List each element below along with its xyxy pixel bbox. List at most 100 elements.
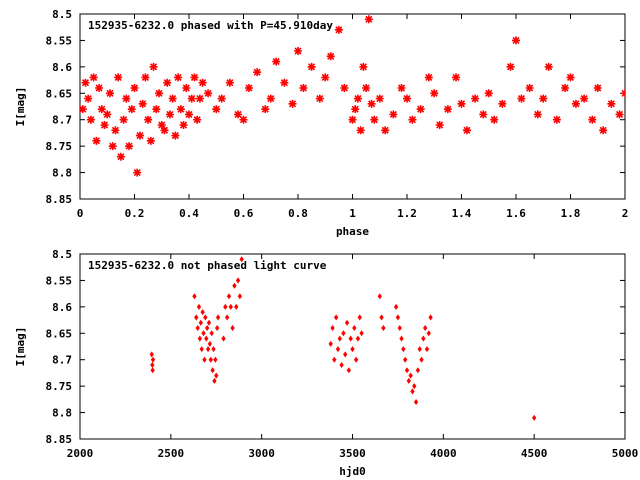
phased-data-point [212,105,221,114]
phased-data-point [364,15,373,24]
phased-y-tick-label: 8.85 [46,193,73,206]
phased-data-point [506,62,515,71]
phased-data-point [321,73,330,82]
unphased-data-point [205,346,211,353]
phased-x-tick-label: 1 [349,207,356,220]
phased-data-point [462,126,471,135]
phased-x-axis-label: phase [336,225,369,238]
phased-data-point [152,105,161,114]
phased-data-point [307,62,316,71]
unphased-chart-title: 152935-6232.0 not phased light curve [88,259,327,272]
phased-data-point [133,168,142,177]
unphased-data-point [424,346,430,353]
phased-points [80,15,625,177]
phased-data-point [443,105,452,114]
unphased-data-point [422,324,428,332]
unphased-data-point [410,388,415,395]
unphased-data-point [196,303,202,310]
phased-data-point [389,110,398,119]
unphased-chart: 2000 2500 3000 3500 4000 4500 5000 8.5 8.55 8.6 8.… [14,248,638,478]
unphased-y-tick-label: 8.7 [52,354,72,367]
unphased-data-point [403,356,408,363]
unphased-data-point [207,340,213,347]
unphased-data-point [344,319,350,326]
unphased-data-point [337,335,342,342]
phased-y-tick-label: 8.8 [52,167,72,180]
unphased-data-point [230,324,235,332]
unphased-x-tick-label: 2500 [158,447,185,460]
phased-data-point [479,110,488,119]
unphased-data-point [359,330,364,337]
phased-data-point [168,94,177,103]
phased-data-point [253,68,262,77]
phased-data-point [138,99,147,108]
phased-data-point [533,110,542,119]
phased-x-tick-label: 0.2 [125,207,145,220]
phased-data-point [217,94,226,103]
phased-y-tick-label: 8.7 [52,114,72,127]
phased-data-point [566,73,575,82]
unphased-data-point [199,346,204,353]
unphased-data-point [417,346,422,353]
phased-data-point [204,89,213,98]
phased-data-point [498,99,507,108]
unphased-data-point [350,346,355,353]
unphased-data-point [408,372,413,379]
unphased-data-point [355,335,361,342]
unphased-data-point [421,335,426,342]
unphased-data-point [209,330,214,337]
unphased-data-point [235,277,241,284]
phased-data-point [471,94,480,103]
phased-x-tick-label: 0.4 [179,207,199,220]
unphased-data-point [221,335,226,342]
phased-data-point [381,126,390,135]
phased-data-point [157,121,166,129]
phased-data-point [348,115,357,124]
unphased-data-point [202,356,207,363]
unphased-y-tick-label: 8.55 [46,274,73,287]
phased-data-point [182,84,191,92]
phased-data-point [89,73,98,82]
unphased-data-point [406,377,411,384]
unphased-data-point [531,414,537,421]
phased-data-point [239,115,248,124]
unphased-x-tick-label: 5000 [612,447,639,460]
phased-data-point [80,105,87,114]
phased-x-tick-label: 0.8 [288,207,308,220]
phased-data-point [593,84,602,92]
phased-x-tick-label: 0.6 [234,207,254,220]
phased-data-point [370,115,379,124]
phased-data-point [403,94,411,103]
phased-data-point [359,62,368,71]
phased-data-point [146,136,155,145]
phased-y-tick-label: 8.6 [52,61,72,74]
unphased-data-point [192,293,197,300]
phased-data-point [367,99,376,108]
unphased-data-point [377,293,382,300]
phased-x-tick-label: 0 [77,207,84,220]
phased-x-tick-label: 1.6 [506,207,526,220]
unphased-data-point [195,324,200,332]
phased-data-point [512,36,520,45]
phased-data-point [334,25,343,34]
unphased-data-point [413,398,419,406]
phased-data-point [144,115,153,124]
phased-data-point [86,115,95,124]
phased-data-point [174,73,183,82]
unphased-data-point [393,303,399,310]
phased-data-point [416,105,425,114]
phased-data-point [356,126,365,135]
phased-data-point [544,62,553,71]
phased-data-point [362,84,371,92]
phased-data-point [375,94,384,103]
unphased-data-point [395,314,401,321]
unphased-data-point [339,361,344,369]
phased-data-point [621,89,625,98]
phased-data-point [351,105,360,114]
phased-data-point [588,115,597,124]
phased-data-point [299,84,308,92]
unphased-data-point [415,367,421,374]
phased-data-point [244,84,253,92]
phased-chart: 0 0.2 0.4 0.6 0.8 1 1.2 1.4 1.6 1.8 2 8.5 8.55 8.6 8.6… [14,8,628,238]
